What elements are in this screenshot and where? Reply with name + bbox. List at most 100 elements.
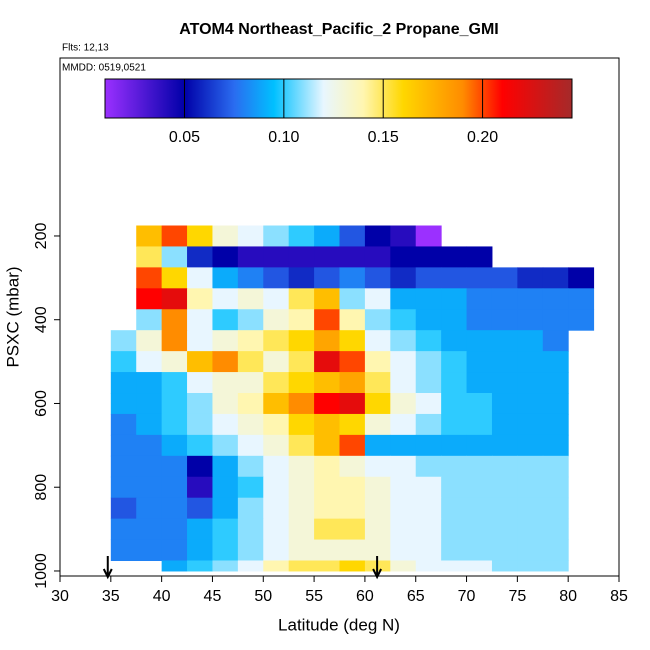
heat-cell [110,455,137,478]
heat-cell [339,518,366,541]
heat-cell [288,476,315,499]
heat-cell [542,393,569,415]
heat-cell [136,476,163,499]
x-axis-label: Latitude (deg N) [278,615,400,634]
heat-cell [263,330,290,352]
heat-cell [517,267,544,289]
colorbar-tick-label: 0.05 [169,129,200,146]
heat-cell [491,309,518,331]
heat-cell [110,393,137,415]
heat-cell [441,413,468,436]
heat-cell [568,267,595,289]
heat-cell [288,413,315,436]
heat-cell [364,309,391,331]
heat-cell [187,413,213,436]
heat-cell [542,413,569,436]
heat-cell [136,434,163,457]
heat-cell [390,246,417,268]
heat-cell [187,539,213,562]
heat-cell [542,330,569,352]
heat-cell [187,560,213,572]
heat-cell [212,288,239,310]
heat-cell [212,372,239,394]
x-tick-label: 55 [305,588,323,605]
x-tick-label: 30 [51,588,69,605]
x-tick-label: 70 [458,588,476,605]
heat-cell [263,309,290,331]
heat-cell [237,330,264,352]
heat-cell [136,372,163,394]
heat-cell [314,476,340,499]
heat-cell [466,434,493,457]
heat-cell [390,351,417,373]
y-tick-label: 600 [33,390,50,417]
heat-cell [441,455,468,478]
heat-cell [161,455,188,478]
heat-cell [364,434,391,457]
heat-cell [263,267,290,289]
heat-cell [339,413,366,436]
heat-cell [339,309,366,331]
heat-cell [161,434,188,457]
heat-cell [187,330,213,352]
heat-cell [542,476,569,499]
chart-title: ATOM4 Northeast_Pacific_2 Propane_GMI [179,21,499,38]
heat-cell [136,393,163,415]
heat-cell [466,476,493,499]
heat-cell [466,539,493,562]
heat-cell [542,518,569,541]
heat-cell [263,434,290,457]
heat-cell [136,267,163,289]
heat-cell [161,560,188,572]
heat-cell [161,497,188,520]
heat-cell [187,372,213,394]
heat-cell [237,309,264,331]
heat-cell [161,351,188,373]
heat-cell [237,413,264,436]
heat-cell [364,413,391,436]
heat-cell [517,455,544,478]
heat-cell [364,455,391,478]
heat-cell [161,393,188,415]
heat-cell [441,372,468,394]
heat-cell [263,288,290,310]
heat-cell [339,560,366,572]
heat-cell [212,393,239,415]
heat-cell [441,246,468,268]
heat-cell [161,539,188,562]
heat-cell [364,225,391,247]
heat-cell [187,476,213,499]
heat-cell [314,518,340,541]
heat-cell [466,393,493,415]
heat-cell [136,518,163,541]
heat-cell [364,497,391,520]
heat-cell [110,497,137,520]
heat-cell [517,309,544,331]
heat-cell [542,309,569,331]
heat-cell [364,330,391,352]
heat-cell [390,497,417,520]
heat-cell [339,393,366,415]
heat-cell [263,246,290,268]
heat-cell [415,309,442,331]
heat-cell [314,372,340,394]
heat-cell [390,518,417,541]
heat-cell [441,518,468,541]
heat-cell [542,434,569,457]
y-tick-label: 400 [33,306,50,333]
heat-cell [212,309,239,331]
heat-cell [237,372,264,394]
heat-cell [161,372,188,394]
heat-cell [339,372,366,394]
heat-cell [110,539,137,562]
heat-cell [415,225,442,247]
heat-cell [237,351,264,373]
heat-cell [314,330,340,352]
heat-cell [364,476,391,499]
heat-cell [491,434,518,457]
heat-cell [339,267,366,289]
heat-cell [415,288,442,310]
heat-cell [441,309,468,331]
heat-cell [491,372,518,394]
heat-cell [364,372,391,394]
